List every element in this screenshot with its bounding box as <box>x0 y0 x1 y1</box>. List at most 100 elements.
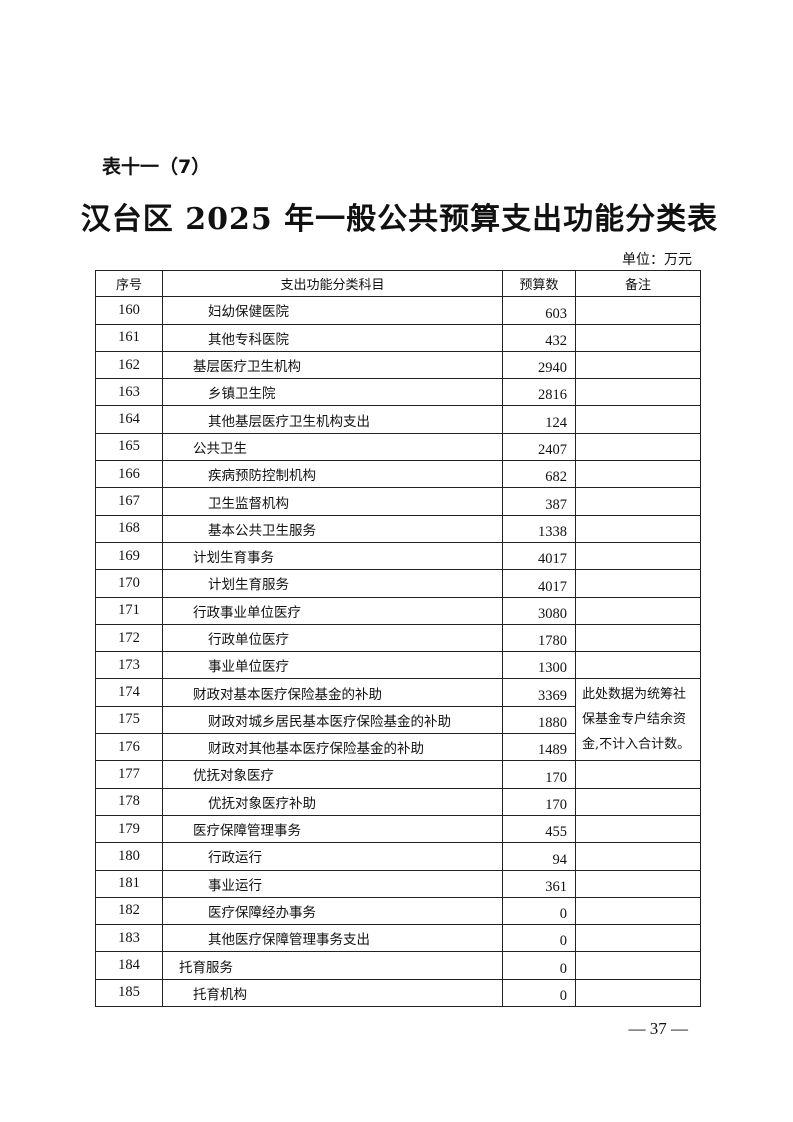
row-note <box>575 596 701 625</box>
row-budget: 0 <box>502 951 576 980</box>
row-budget: 1780 <box>502 623 576 653</box>
row-note: 此处数据为统筹社保基金专户结余资金,不计入合计数。 <box>575 678 701 762</box>
row-number: 163 <box>95 378 163 407</box>
row-number: 169 <box>95 541 163 571</box>
row-number: 180 <box>95 842 163 871</box>
row-category: 基本公共卫生服务 <box>162 514 503 543</box>
row-budget: 1880 <box>502 705 576 735</box>
row-budget: 4017 <box>502 541 576 571</box>
header-note: 备注 <box>575 269 701 298</box>
table-row: 185 托育机构 0 <box>95 978 701 1008</box>
row-number: 161 <box>95 323 163 352</box>
unit-label: 单位：万元 <box>622 252 692 268</box>
row-category: 计划生育事务 <box>162 541 503 571</box>
row-number: 183 <box>95 924 163 953</box>
row-category: 优抚对象医疗补助 <box>162 787 503 816</box>
row-note <box>575 814 701 844</box>
row-category: 事业单位医疗 <box>162 651 503 680</box>
table-row: 160 妇幼保健医院 603 <box>95 296 701 325</box>
table-row: 178 优抚对象医疗补助 170 <box>95 787 701 816</box>
table-row: 171 行政事业单位医疗 3080 <box>95 596 701 625</box>
row-note <box>575 896 701 926</box>
row-category: 疾病预防控制机构 <box>162 460 503 489</box>
row-category: 行政运行 <box>162 842 503 871</box>
row-budget: 455 <box>502 814 576 844</box>
row-category: 事业运行 <box>162 869 503 898</box>
row-category: 卫生监督机构 <box>162 487 503 516</box>
row-budget: 124 <box>502 405 576 434</box>
table-number: 表十一（7） <box>102 156 211 178</box>
row-category: 妇幼保健医院 <box>162 296 503 325</box>
row-note <box>575 842 701 871</box>
table-row: 169 计划生育事务 4017 <box>95 541 701 571</box>
table-row: 165 公共卫生 2407 <box>95 432 701 462</box>
row-budget: 2940 <box>502 350 576 380</box>
row-budget: 1300 <box>502 651 576 680</box>
row-category: 优抚对象医疗 <box>162 760 503 789</box>
row-budget: 4017 <box>502 569 576 598</box>
row-number: 178 <box>95 787 163 816</box>
table-row: 172 行政单位医疗 1780 <box>95 623 701 653</box>
row-note <box>575 405 701 434</box>
row-category: 其他基层医疗卫生机构支出 <box>162 405 503 434</box>
row-number: 177 <box>95 760 163 789</box>
row-category: 公共卫生 <box>162 432 503 462</box>
row-number: 167 <box>95 487 163 516</box>
row-note <box>575 978 701 1008</box>
table-row: 177 优抚对象医疗 170 <box>95 760 701 789</box>
row-budget: 170 <box>502 787 576 816</box>
table-row: 180 行政运行 94 <box>95 842 701 871</box>
row-budget: 2816 <box>502 378 576 407</box>
table-row: 174 财政对基本医疗保险基金的补助 3369 此处数据为统筹社保基金专户结余资金,不… <box>95 678 701 762</box>
row-number: 184 <box>95 951 163 980</box>
page-title: 汉台区 2025 年一般公共预算支出功能分类表 <box>80 202 719 237</box>
row-number: 160 <box>95 296 163 325</box>
row-budget: 2407 <box>502 432 576 462</box>
table-row: 168 基本公共卫生服务 1338 <box>95 514 701 543</box>
table-row: 173 事业单位医疗 1300 <box>95 651 701 680</box>
row-category: 其他医疗保障管理事务支出 <box>162 924 503 953</box>
row-budget: 0 <box>502 896 576 926</box>
row-number: 165 <box>95 432 163 462</box>
row-number: 168 <box>95 514 163 543</box>
table-row: 175 财政对城乡居民基本医疗保险基金的补助 1880 <box>95 705 701 735</box>
row-budget: 94 <box>502 842 576 871</box>
row-category: 行政单位医疗 <box>162 623 503 653</box>
row-number: 174 <box>95 678 163 707</box>
page-number: — 37 — <box>628 1019 689 1038</box>
row-number: 179 <box>95 814 163 844</box>
row-note <box>575 569 701 598</box>
row-note <box>575 432 701 462</box>
row-budget: 170 <box>502 760 576 789</box>
row-note <box>575 623 701 653</box>
row-number: 173 <box>95 651 163 680</box>
row-budget: 0 <box>502 924 576 953</box>
header-value: 预算数 <box>502 269 576 298</box>
row-budget: 603 <box>502 296 576 325</box>
row-number: 181 <box>95 869 163 898</box>
row-category: 乡镇卫生院 <box>162 378 503 407</box>
row-category: 计划生育服务 <box>162 569 503 598</box>
row-number: 185 <box>95 978 163 1008</box>
row-number: 182 <box>95 896 163 926</box>
row-note <box>575 951 701 980</box>
row-note <box>575 460 701 489</box>
row-category: 医疗保障经办事务 <box>162 896 503 926</box>
table-row: 176 财政对其他基本医疗保险基金的补助 1489 <box>95 733 701 762</box>
header-no: 序号 <box>95 269 163 298</box>
table-row: 184 托育服务 0 <box>95 951 701 980</box>
row-note <box>575 787 701 816</box>
row-note <box>575 541 701 571</box>
row-category: 托育机构 <box>162 978 503 1008</box>
row-budget: 3369 <box>502 678 576 707</box>
row-budget: 0 <box>502 978 576 1008</box>
row-budget: 682 <box>502 460 576 489</box>
row-budget: 387 <box>502 487 576 516</box>
row-note <box>575 924 701 953</box>
row-category: 其他专科医院 <box>162 323 503 352</box>
row-number: 170 <box>95 569 163 598</box>
table-row: 170 计划生育服务 4017 <box>95 569 701 598</box>
table-row: 182 医疗保障经办事务 0 <box>95 896 701 926</box>
row-note <box>575 296 701 325</box>
table-row: 166 疾病预防控制机构 682 <box>95 460 701 489</box>
